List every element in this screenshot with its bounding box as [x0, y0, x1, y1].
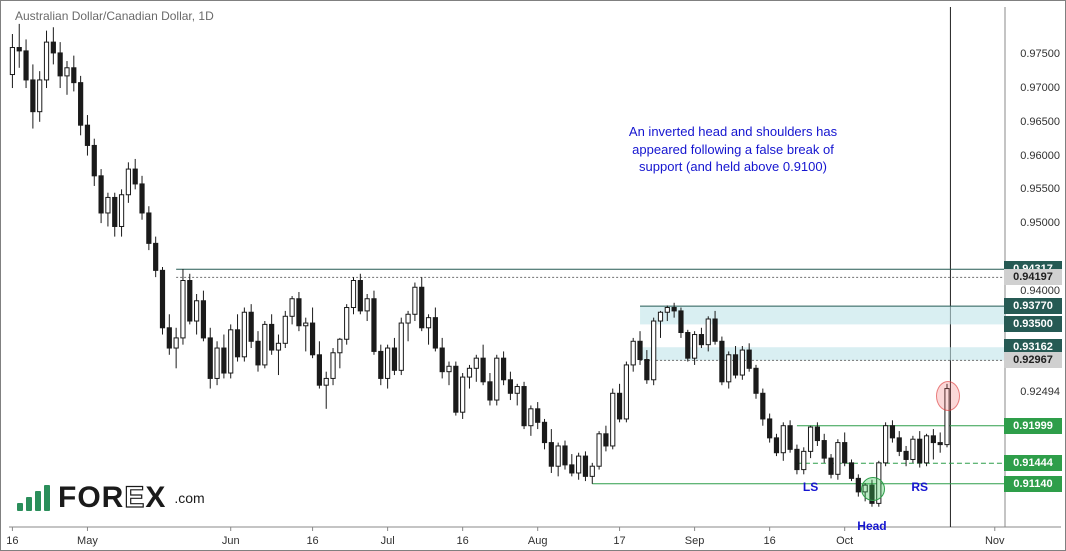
- chart-container: Australian Dollar/Canadian Dollar, 1D An…: [0, 0, 1066, 551]
- price-chart-svg: [1, 1, 1066, 551]
- chart-title: Australian Dollar/Canadian Dollar, 1D: [15, 9, 214, 23]
